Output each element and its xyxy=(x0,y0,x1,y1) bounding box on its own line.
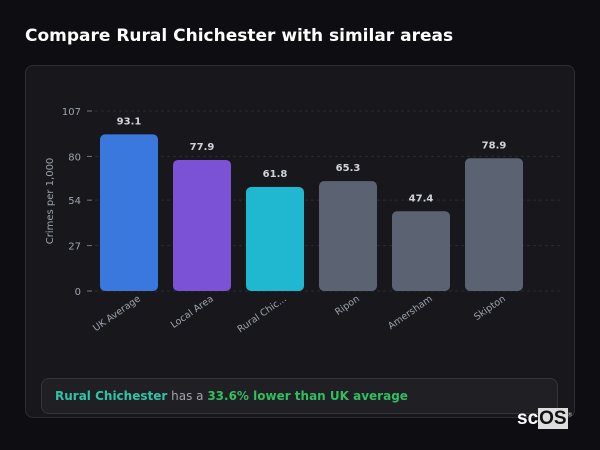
y-tick-label: 27 xyxy=(68,242,81,253)
x-tick-label: Rural Chic... xyxy=(236,293,289,335)
logo: scOS® xyxy=(517,408,573,429)
summary-text: has a xyxy=(167,389,208,403)
page-title: Compare Rural Chichester with similar ar… xyxy=(25,26,454,46)
summary-box: Rural Chichester has a 33.6% lower than … xyxy=(41,378,558,414)
x-tick-label: Skipton xyxy=(472,293,508,323)
bar[interactable] xyxy=(246,187,304,291)
y-axis-label: Crimes per 1,000 xyxy=(45,158,56,245)
data-label: 47.4 xyxy=(409,193,434,204)
x-tick-label: Amersham xyxy=(386,293,435,332)
y-tick-label: 54 xyxy=(68,196,81,207)
data-label: 77.9 xyxy=(190,142,215,153)
x-tick-label: Ripon xyxy=(333,293,362,318)
y-tick-label: 107 xyxy=(62,107,81,118)
summary-area: Rural Chichester xyxy=(55,389,168,403)
data-label: 93.1 xyxy=(117,116,142,127)
data-label: 65.3 xyxy=(336,163,361,174)
y-tick-label: 0 xyxy=(75,287,81,298)
summary-comparison: 33.6% lower than UK average xyxy=(207,389,408,403)
bar[interactable] xyxy=(100,134,158,291)
data-label: 78.9 xyxy=(482,140,507,151)
bar[interactable] xyxy=(392,211,450,291)
x-tick-label: Local Area xyxy=(169,293,216,330)
x-tick-label: UK Average xyxy=(91,293,143,334)
bar[interactable] xyxy=(465,158,523,291)
bar[interactable] xyxy=(173,159,231,291)
bar[interactable] xyxy=(319,181,377,291)
data-label: 61.8 xyxy=(263,169,288,180)
y-tick-label: 80 xyxy=(68,152,81,163)
